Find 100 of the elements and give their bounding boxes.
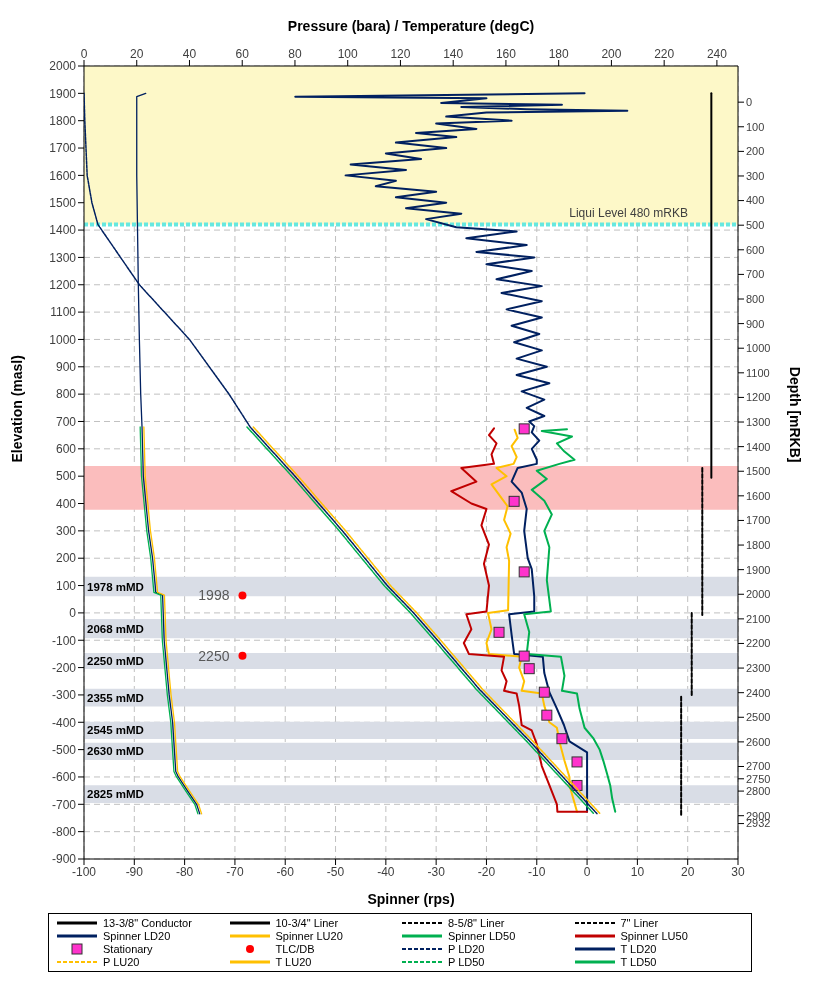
x2-tick-label: 60: [235, 47, 250, 61]
y2-tick-label: 1200: [746, 391, 771, 404]
y-tick-label: 0: [69, 606, 77, 621]
y2-tick-label: 100: [746, 120, 765, 133]
y2-tick-label: 2100: [746, 612, 771, 625]
y-tick-label: -300: [51, 688, 77, 703]
x-tick-label: -40: [377, 864, 395, 879]
y-tick-label: 1300: [49, 250, 77, 265]
band-label: 2545 mMD: [87, 724, 144, 737]
legend-label: T LU20: [275, 956, 312, 968]
y-tick-label: -500: [51, 742, 77, 757]
y2-tick-label: 2750: [746, 772, 771, 785]
y2-tick-label: 0: [746, 96, 753, 109]
x-tick-label: -60: [276, 864, 295, 879]
legend-label: 13-3/8" Conductor: [103, 917, 192, 929]
y2-axis-title: Depth [mRKB]: [787, 366, 804, 463]
y2-tick-label: 2700: [746, 760, 771, 773]
y2-tick-label: 1400: [746, 440, 771, 453]
y-tick-label: 600: [55, 442, 77, 457]
y2-tick-label: 2200: [746, 637, 771, 650]
y-tick-label: -400: [51, 715, 77, 730]
ref-line-label: Liqui Level 480 mRKB: [569, 205, 688, 220]
x2-tick-label: 240: [706, 47, 728, 61]
x2-tick-label: 120: [390, 47, 411, 61]
point: [541, 709, 553, 721]
point: [518, 566, 530, 578]
x2-tick-label: 140: [443, 47, 464, 61]
y-tick-label: 1000: [49, 332, 77, 347]
y2-tick-label: 2500: [746, 711, 771, 724]
annotation: 2250: [198, 647, 230, 664]
point: [493, 626, 505, 638]
y2-tick-label: 1300: [746, 415, 771, 428]
point: [238, 591, 247, 600]
y2-tick-label: 500: [746, 219, 765, 232]
x-tick-label: -80: [175, 864, 194, 879]
legend-label: 8-5/8" Liner: [448, 917, 505, 929]
legend-label: Spinner LU50: [620, 930, 688, 942]
band-label: 2630 mMD: [87, 745, 144, 758]
y-tick-label: 300: [55, 524, 77, 539]
y2-tick-label: 300: [746, 169, 765, 182]
y2-tick-label: 900: [746, 317, 765, 330]
band-label: 2825 mMD: [87, 788, 144, 801]
y-tick-label: -100: [51, 633, 77, 648]
x2-tick-label: 180: [548, 47, 570, 61]
point: [571, 756, 583, 768]
x-tick-label: 30: [731, 864, 745, 879]
y-tick-label: -700: [51, 797, 77, 812]
y-tick-label: 800: [55, 387, 77, 402]
x2-tick-label: 0: [80, 47, 88, 61]
legend-label: 10-3/4" Liner: [275, 917, 339, 929]
y-tick-label: 1400: [49, 223, 77, 238]
y-tick-label: 500: [55, 469, 77, 484]
x2-tick-label: 80: [288, 47, 302, 61]
legend-label: P LD50: [448, 956, 485, 968]
band-label: 2355 mMD: [87, 691, 144, 704]
annotation: 1998: [198, 587, 230, 604]
y-tick-label: 200: [55, 551, 77, 566]
legend-label: 7" Liner: [620, 917, 659, 929]
y2-tick-label: 700: [746, 268, 765, 281]
y-tick-label: 1700: [49, 141, 77, 156]
y2-tick-label: 2000: [746, 588, 771, 601]
y2-tick-label: 2800: [746, 785, 771, 797]
y2-tick-label: 2600: [746, 735, 771, 748]
y-tick-label: 400: [55, 496, 77, 511]
x-tick-label: -20: [477, 864, 496, 879]
x-tick-label: 20: [681, 864, 695, 879]
y-tick-label: 100: [55, 578, 77, 593]
point: [238, 651, 247, 660]
y-tick-label: 1900: [49, 86, 77, 101]
y2-tick-label: 2400: [746, 686, 771, 699]
point: [508, 495, 520, 507]
legend-label: Spinner LD20: [103, 930, 171, 942]
y2-tick-label: 2300: [746, 661, 771, 674]
x-tick-label: -100: [71, 864, 97, 879]
x2-tick-label: 220: [654, 47, 675, 61]
y-tick-label: 700: [55, 414, 77, 429]
y2-tick-label: 400: [746, 194, 765, 207]
x2-tick-label: 200: [601, 47, 622, 61]
band-label: 1978 mMD: [87, 580, 144, 593]
y2-tick-label: 200: [746, 145, 765, 158]
y-axis-title: Elevation (masl): [8, 355, 25, 463]
x2-tick-label: 20: [130, 47, 144, 61]
y2-tick-label: 800: [746, 292, 765, 305]
x-axis-title: Spinner (rps): [367, 891, 455, 907]
band-label: 2068 mMD: [87, 622, 144, 635]
y-tick-label: -200: [51, 660, 77, 675]
y2-tick-label: 1000: [746, 342, 771, 355]
y-tick-label: 1500: [49, 195, 77, 210]
y2-tick-label: 600: [746, 243, 765, 256]
legend-label: Stationary: [103, 943, 153, 955]
x-tick-label: -10: [528, 864, 546, 879]
x-tick-label: -70: [226, 864, 244, 879]
y2-tick-label: 1500: [746, 465, 771, 478]
legend-label: T LD50: [620, 956, 657, 968]
legend-label: TLC/DB: [275, 943, 315, 955]
line-series: [450, 427, 589, 813]
y2-tick-label: 1100: [746, 366, 770, 379]
legend-label: Spinner LD50: [448, 930, 516, 942]
point: [556, 733, 568, 745]
y-tick-label: -800: [51, 824, 77, 839]
